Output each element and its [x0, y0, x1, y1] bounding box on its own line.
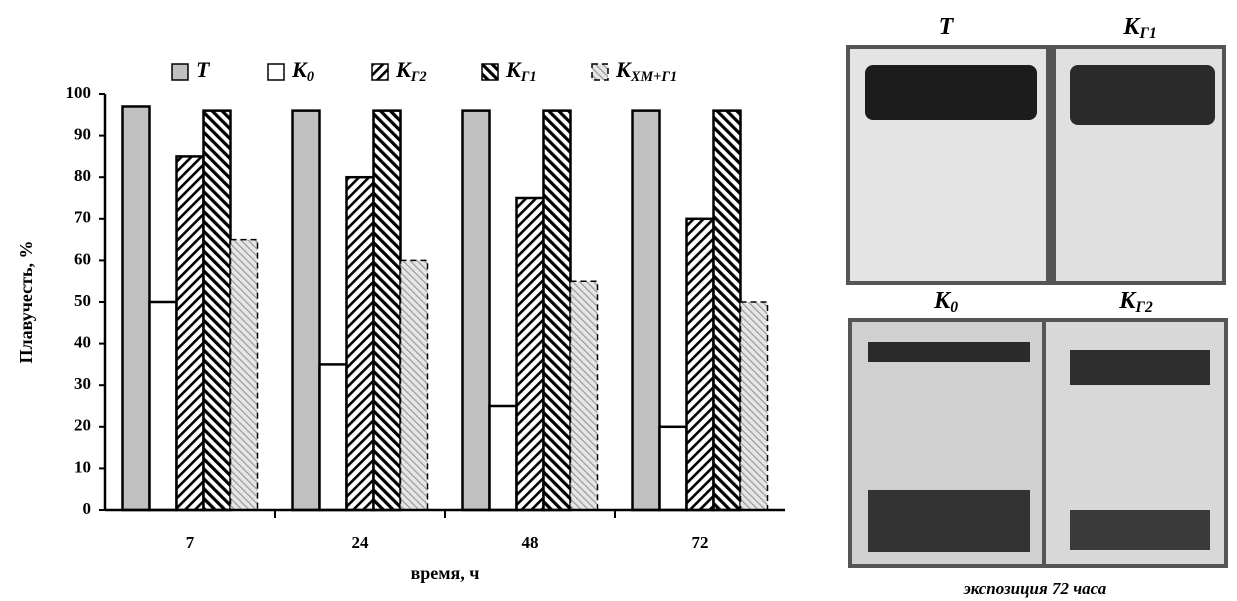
x-tick-label: 48 — [522, 533, 539, 552]
y-tick-label: 10 — [74, 457, 91, 476]
photo-detail — [868, 342, 1030, 362]
y-tick-label: 20 — [74, 416, 91, 435]
y-tick-label: 40 — [74, 333, 91, 352]
legend-swatch — [268, 64, 284, 80]
legend-swatch — [482, 64, 498, 80]
y-axis-title: Плавучесть, % — [16, 241, 36, 364]
photo-label: К0 — [933, 288, 958, 316]
bar — [544, 111, 571, 510]
bar — [123, 106, 150, 510]
bar — [571, 281, 598, 510]
y-tick-label: 90 — [74, 125, 91, 144]
bar — [401, 260, 428, 510]
legend-swatch — [592, 64, 608, 80]
photo-detail — [1070, 65, 1215, 125]
legend-swatch — [372, 64, 388, 80]
photo-detail — [868, 490, 1030, 552]
y-tick-label: 80 — [74, 166, 91, 185]
x-axis-title: время, ч — [411, 563, 480, 583]
bar — [633, 111, 660, 510]
bar — [374, 111, 401, 510]
bar — [660, 427, 687, 510]
y-tick-label: 60 — [74, 249, 91, 268]
bar — [320, 364, 347, 510]
photo-detail — [865, 65, 1037, 120]
bar-chart: Плавучесть, % время, ч 0 10 20 30 40 50 60 70 80… — [16, 57, 785, 583]
y-tick-label: 70 — [74, 208, 91, 227]
bar — [490, 406, 517, 510]
bar — [293, 111, 320, 510]
photo-label: КГ1 — [1122, 14, 1157, 42]
bar — [204, 111, 231, 510]
bar — [714, 111, 741, 510]
photo-label: КГ2 — [1118, 288, 1153, 316]
bar — [231, 240, 258, 510]
legend-label: К0 — [291, 57, 314, 85]
bar — [741, 302, 768, 510]
x-tick-label: 24 — [352, 533, 370, 552]
photo-label: Т — [939, 14, 955, 40]
photos: Т КГ1 К0 КГ2 экспозиция 72 часа — [846, 14, 1228, 598]
bar — [150, 302, 177, 510]
photo-detail — [1070, 510, 1210, 550]
bar — [687, 219, 714, 510]
bar — [347, 177, 374, 510]
x-tick-label: 7 — [186, 533, 195, 552]
legend-label: КХМ+Г1 — [615, 57, 677, 85]
bar — [517, 198, 544, 510]
y-tick-label: 0 — [83, 499, 92, 518]
legend-label: КГ2 — [395, 57, 427, 85]
x-tick-label: 72 — [692, 533, 709, 552]
photo-detail — [1070, 350, 1210, 385]
y-tick-label: 50 — [74, 291, 91, 310]
caption: экспозиция 72 часа — [963, 579, 1107, 598]
bar — [463, 111, 490, 510]
figure: Плавучесть, % время, ч 0 10 20 30 40 50 60 70 80… — [0, 0, 1237, 601]
bar — [177, 156, 204, 510]
legend-label: Т — [196, 57, 211, 82]
y-tick-label: 100 — [66, 83, 92, 102]
y-tick-label: 30 — [74, 374, 91, 393]
legend-label: КГ1 — [505, 57, 537, 85]
legend-swatch — [172, 64, 188, 80]
